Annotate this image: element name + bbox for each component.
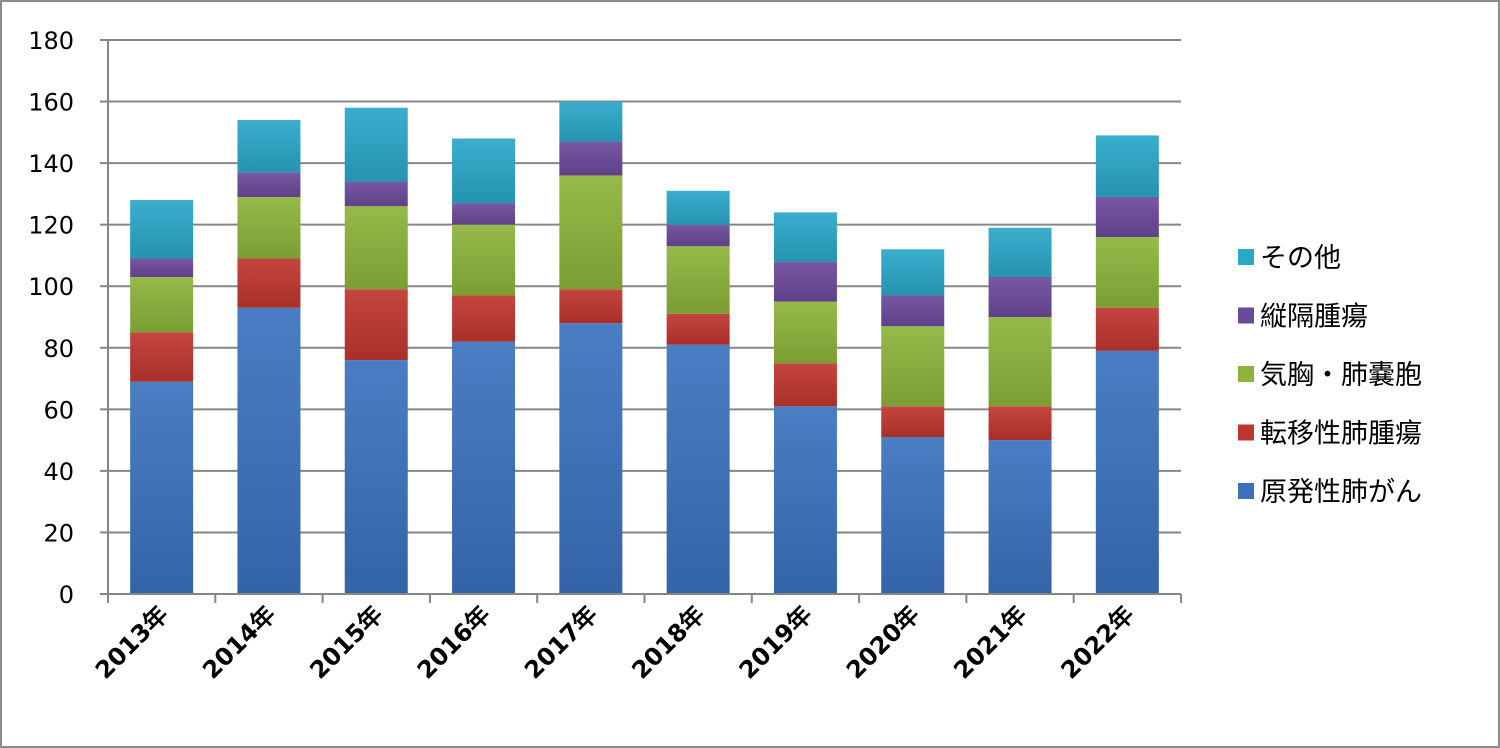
bar-segment: [559, 323, 623, 594]
x-tick-label: 2018年: [626, 600, 710, 684]
x-tick-label: 2013年: [90, 600, 174, 684]
bar-segment: [559, 289, 623, 324]
bar-segment: [666, 313, 730, 345]
bar-segment: [344, 181, 408, 207]
bar-segment: [344, 206, 408, 290]
y-tick-label: 180: [28, 27, 74, 55]
bar-segment: [988, 317, 1052, 407]
legend-label: 気胸・肺嚢胞: [1260, 360, 1422, 391]
y-tick-label: 20: [43, 519, 74, 547]
y-tick-label: 0: [59, 581, 74, 609]
bar-segment: [130, 258, 194, 277]
bar-segment: [452, 341, 516, 594]
bar-segment: [344, 289, 408, 361]
x-tick-label: 2014年: [197, 600, 281, 684]
bar-segment: [559, 141, 623, 176]
bar-segment: [666, 246, 730, 314]
bar-segment: [773, 363, 837, 407]
bar-segment: [237, 196, 301, 259]
legend-swatch: [1238, 366, 1254, 382]
bar-segment: [559, 175, 623, 290]
x-tick-label: 2021年: [948, 600, 1032, 684]
legend-label: 原発性肺がん: [1260, 477, 1422, 508]
legend-label: 縦隔腫瘍: [1260, 302, 1368, 333]
x-tick-label: 2019年: [734, 600, 818, 684]
bar-segment: [1095, 196, 1159, 237]
y-tick-label: 160: [28, 89, 74, 117]
bar-segment: [773, 261, 837, 302]
bar-segment: [130, 332, 194, 382]
bar-segment: [559, 101, 623, 142]
legend-label: その他: [1260, 243, 1341, 274]
bar-segment: [452, 295, 516, 342]
bar-segment: [988, 276, 1052, 317]
bar-segment: [773, 212, 837, 262]
y-tick-label: 60: [43, 396, 74, 424]
bar-segment: [130, 200, 194, 259]
bar-segment: [452, 138, 516, 204]
bar-segment: [237, 307, 301, 594]
bar-segment: [452, 224, 516, 296]
legend-label: 転移性肺腫瘍: [1260, 419, 1422, 450]
y-tick-label: 120: [28, 212, 74, 240]
legend-swatch: [1238, 424, 1254, 441]
y-tick-label: 100: [28, 273, 74, 301]
bar-segment: [130, 276, 194, 333]
y-tick-label: 140: [28, 150, 74, 178]
bar-segment: [881, 326, 945, 407]
bar-segment: [237, 120, 301, 173]
bar-segment: [988, 406, 1052, 441]
bar-segment: [881, 295, 945, 327]
bar-segment: [881, 249, 945, 296]
bar-segment: [1095, 236, 1159, 308]
bar-segment: [1095, 307, 1159, 351]
bar-segment: [1095, 350, 1159, 594]
bar-segment: [773, 406, 837, 594]
bar-segment: [344, 360, 408, 594]
x-tick-label: 2022年: [1056, 600, 1140, 684]
legend-swatch: [1238, 249, 1254, 265]
legend-swatch: [1238, 307, 1254, 324]
bar-segment: [988, 227, 1052, 277]
bar-segment: [666, 190, 730, 225]
bar-segment: [773, 301, 837, 364]
x-tick-label: 2016年: [412, 600, 496, 684]
bar-segment: [988, 440, 1052, 594]
bar-segment: [881, 437, 945, 594]
bar-segment: [237, 172, 301, 197]
bar-segment: [237, 258, 301, 308]
x-tick-label: 2020年: [841, 600, 925, 684]
bar-segment: [881, 406, 945, 438]
bar-segment: [130, 381, 194, 594]
x-tick-label: 2017年: [519, 600, 603, 684]
legend-swatch: [1238, 483, 1254, 499]
x-tick-label: 2015年: [304, 600, 388, 684]
y-tick-label: 40: [43, 458, 74, 486]
bar-segment: [1095, 135, 1159, 197]
bars: [130, 101, 1159, 594]
bar-segment: [666, 344, 730, 594]
bar-segment: [666, 224, 730, 247]
bar-segment: [452, 203, 516, 225]
y-tick-label: 80: [43, 335, 74, 363]
bar-segment: [344, 107, 408, 182]
